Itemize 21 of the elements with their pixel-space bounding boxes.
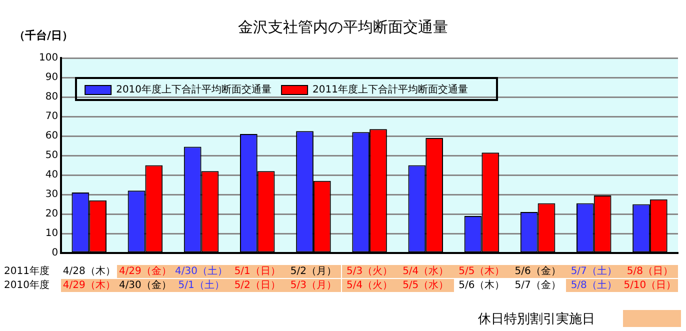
y-tick-label: 60: [45, 130, 58, 142]
text: 2010年度: [4, 279, 50, 292]
y-axis-title: （千台/日）: [14, 28, 74, 43]
y-tick-label: 100: [38, 52, 58, 64]
y-tick-label: 90: [45, 72, 58, 84]
y-tick-label: 20: [45, 208, 58, 220]
y-tick-label: 0: [52, 248, 58, 259]
text: 休日特別割引実施日: [478, 311, 595, 328]
text: 5/6（木）: [458, 279, 506, 292]
legend-label: 2011年度上下合計平均断面交通量: [312, 84, 468, 96]
y-tick-label: 40: [45, 170, 58, 181]
y-tick-label: 50: [45, 150, 58, 162]
legend-label: 2010年度上下合計平均断面交通量: [116, 84, 272, 96]
x-tick-label: 4/28（木）: [62, 265, 116, 278]
chart-title: 金沢支社管内の平均断面交通量: [238, 18, 448, 36]
text: 2011年度: [4, 265, 50, 278]
y-tick-label: 70: [45, 111, 58, 122]
y-tick-label: 10: [45, 228, 58, 240]
y-tick-label: 80: [45, 92, 58, 103]
text: 5/7（金）: [514, 279, 562, 292]
y-tick-label: 30: [45, 189, 58, 200]
